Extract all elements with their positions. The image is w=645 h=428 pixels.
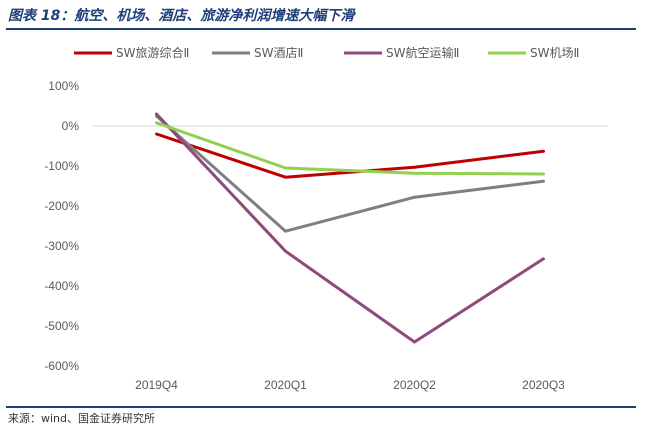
y-tick-label: -500% (44, 319, 79, 333)
x-tick-label: 2020Q3 (522, 378, 565, 392)
source-note: 来源：wind、国金证券研究所 (8, 412, 156, 425)
series-line-1 (155, 132, 545, 179)
legend-label: SW机场Ⅱ (530, 46, 579, 60)
y-tick-label: -600% (44, 359, 79, 373)
y-tick-label: -300% (44, 239, 79, 253)
title-rule (6, 28, 636, 30)
series-line-2 (155, 114, 545, 233)
y-tick-label: 100% (48, 79, 79, 93)
y-tick-label: -100% (44, 159, 79, 173)
series-line-4 (155, 121, 545, 176)
x-tick-label: 2019Q4 (135, 378, 178, 392)
series-line-3 (155, 112, 545, 344)
y-tick-label: 0% (62, 119, 80, 133)
legend-label: SW旅游综合Ⅱ (116, 45, 189, 60)
source-rule (6, 406, 636, 408)
legend: SW旅游综合Ⅱ SW酒店Ⅱ SW航空运输Ⅱ SW机场Ⅱ (74, 45, 579, 60)
x-axis: 2019Q4 2020Q1 2020Q2 2020Q3 (135, 378, 565, 392)
y-tick-label: -200% (44, 199, 79, 213)
x-tick-label: 2020Q1 (264, 378, 307, 392)
legend-label: SW航空运输Ⅱ (386, 45, 459, 60)
y-tick-label: -400% (44, 279, 79, 293)
x-tick-label: 2020Q2 (393, 378, 436, 392)
y-axis: 100% 0% -100% -200% -300% -400% -500% -600% (44, 79, 79, 373)
chart-title: 图表 18：航空、机场、酒店、旅游净利润增速大幅下滑 (8, 8, 355, 24)
legend-label: SW酒店Ⅱ (254, 46, 303, 60)
series-lines (155, 112, 545, 344)
